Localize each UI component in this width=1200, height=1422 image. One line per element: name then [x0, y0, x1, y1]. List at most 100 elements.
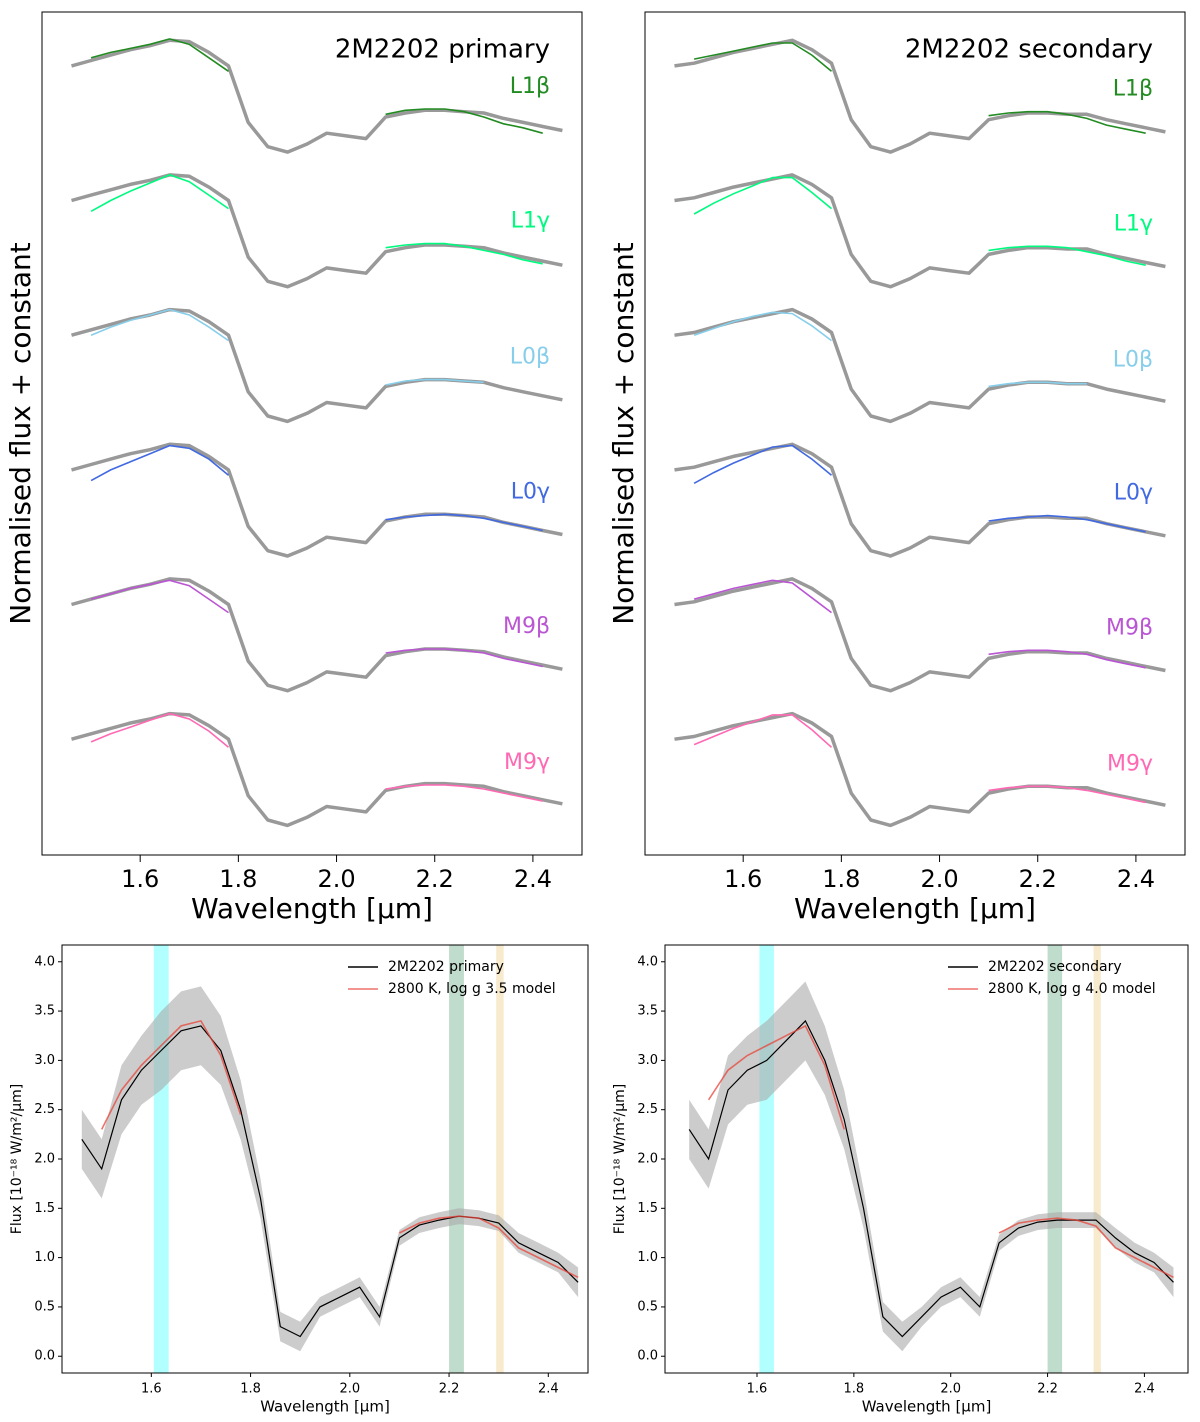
- object-spectrum: [71, 38, 563, 154]
- spectral-type-label: M9γ: [1107, 751, 1153, 776]
- object-spectrum: [674, 307, 1166, 424]
- x-tick-label: 1.6: [141, 1382, 162, 1397]
- template-spectrum: [693, 311, 1087, 388]
- wavelength-band: [759, 945, 774, 1373]
- spectrum-line: [707, 1024, 1174, 1279]
- y-axis-label: Normalised flux + constant: [4, 242, 37, 625]
- object-spectrum: [674, 577, 1166, 693]
- y-tick-label: 4.0: [637, 954, 658, 969]
- y-tick-label: 0.5: [34, 1299, 55, 1314]
- y-tick-label: 1.5: [34, 1201, 55, 1216]
- panel-title: 2M2202 secondary: [905, 35, 1153, 65]
- template-spectrum: [693, 714, 1146, 804]
- x-tick-label: 1.6: [121, 865, 159, 893]
- legend-label: 2M2202 secondary: [988, 959, 1122, 975]
- x-tick-label: 2.0: [940, 1382, 961, 1397]
- spectrum-line: [81, 1025, 579, 1338]
- object-spectrum: [674, 173, 1166, 289]
- wavelength-band: [1093, 945, 1101, 1373]
- axes-frame: [664, 944, 1189, 1374]
- spectral-type-label: L1γ: [511, 209, 550, 234]
- x-axis-label: Wavelength [μm]: [260, 1398, 390, 1416]
- x-tick-label: 2.2: [1037, 1382, 1058, 1397]
- y-tick-label: 3.0: [637, 1053, 658, 1068]
- object-spectrum: [71, 577, 563, 693]
- template-spectrum: [90, 38, 543, 134]
- spectral-type-label: L0γ: [511, 479, 550, 504]
- spectral-type-label: L0β: [510, 345, 550, 370]
- y-tick-label: 0.5: [637, 1299, 658, 1314]
- template-spectrum: [693, 42, 1146, 134]
- x-axis-label: Wavelength [μm]: [794, 892, 1036, 925]
- x-tick-label: 2.4: [538, 1382, 559, 1397]
- spectral-type-label: L1β: [1113, 77, 1153, 102]
- y-axis-label: Flux [10⁻¹⁸ W/m²/μm]: [9, 1084, 25, 1234]
- axes-frame: [644, 11, 1186, 856]
- y-tick-label: 3.0: [34, 1053, 55, 1068]
- spectral-type-label: M9β: [503, 614, 550, 639]
- y-tick-label: 0.0: [34, 1349, 55, 1364]
- x-tick-label: 1.6: [747, 1382, 768, 1397]
- y-tick-label: 1.0: [637, 1250, 658, 1265]
- spectral-type-label: L0γ: [1114, 481, 1153, 506]
- y-tick-label: 2.5: [34, 1102, 55, 1117]
- y-axis-label: Normalised flux + constant: [607, 242, 640, 625]
- object-spectrum: [71, 711, 563, 828]
- x-tick-label: 1.8: [240, 1382, 261, 1397]
- axes-frame: [61, 944, 589, 1374]
- spectral-type-label: L0β: [1113, 347, 1153, 372]
- x-tick-label: 2.2: [1019, 865, 1057, 893]
- object-spectrum: [71, 442, 563, 558]
- template-spectrum: [90, 712, 543, 802]
- spectral-type-label: L1γ: [1114, 211, 1153, 236]
- spectral-type-label: L1β: [510, 74, 550, 99]
- x-tick-label: 2.0: [339, 1382, 360, 1397]
- wavelength-band: [496, 945, 504, 1373]
- object-spectrum: [71, 307, 563, 424]
- x-tick-label: 1.8: [844, 1382, 865, 1397]
- x-tick-label: 2.0: [317, 865, 355, 893]
- template-spectrum: [693, 176, 1146, 266]
- object-spectrum: [674, 442, 1166, 558]
- wavelength-band: [449, 945, 464, 1373]
- x-tick-label: 1.6: [724, 865, 762, 893]
- x-tick-label: 2.4: [514, 865, 552, 893]
- y-tick-label: 0.0: [637, 1349, 658, 1364]
- x-axis-label: Wavelength [μm]: [862, 1398, 992, 1416]
- y-axis-label: Flux [10⁻¹⁸ W/m²/μm]: [612, 1084, 628, 1234]
- panel-title: 2M2202 primary: [335, 35, 550, 65]
- x-tick-label: 1.8: [822, 865, 860, 893]
- object-spectrum: [71, 173, 563, 289]
- y-tick-label: 2.5: [637, 1102, 658, 1117]
- spectral-type-label: M9β: [1106, 615, 1153, 640]
- spectrum-line: [100, 1019, 579, 1279]
- x-tick-label: 2.2: [439, 1382, 460, 1397]
- x-tick-label: 2.4: [1134, 1382, 1155, 1397]
- y-tick-label: 3.5: [637, 1004, 658, 1019]
- template-spectrum: [693, 444, 1146, 533]
- spectral-type-label: M9γ: [504, 750, 550, 775]
- x-tick-label: 2.4: [1117, 865, 1155, 893]
- object-spectrum: [674, 38, 1166, 154]
- spectrum-line: [688, 1019, 1174, 1338]
- x-tick-label: 2.0: [920, 865, 958, 893]
- object-spectrum: [674, 711, 1166, 828]
- x-axis-label: Wavelength [μm]: [191, 892, 433, 925]
- axes-frame: [41, 11, 583, 856]
- y-tick-label: 1.0: [34, 1250, 55, 1265]
- y-tick-label: 1.5: [637, 1201, 658, 1216]
- y-tick-label: 4.0: [34, 954, 55, 969]
- x-tick-label: 1.8: [219, 865, 257, 893]
- y-tick-label: 2.0: [637, 1152, 658, 1167]
- legend-label: 2800 K, log g 3.5 model: [388, 981, 556, 997]
- template-spectrum: [90, 444, 543, 532]
- legend-label: 2M2202 primary: [388, 959, 504, 975]
- legend-label: 2800 K, log g 4.0 model: [988, 981, 1156, 997]
- y-tick-label: 3.5: [34, 1004, 55, 1019]
- wavelength-band: [1047, 945, 1063, 1373]
- template-spectrum: [90, 174, 543, 265]
- x-tick-label: 2.2: [416, 865, 454, 893]
- template-spectrum: [693, 579, 1146, 669]
- template-spectrum: [90, 579, 543, 668]
